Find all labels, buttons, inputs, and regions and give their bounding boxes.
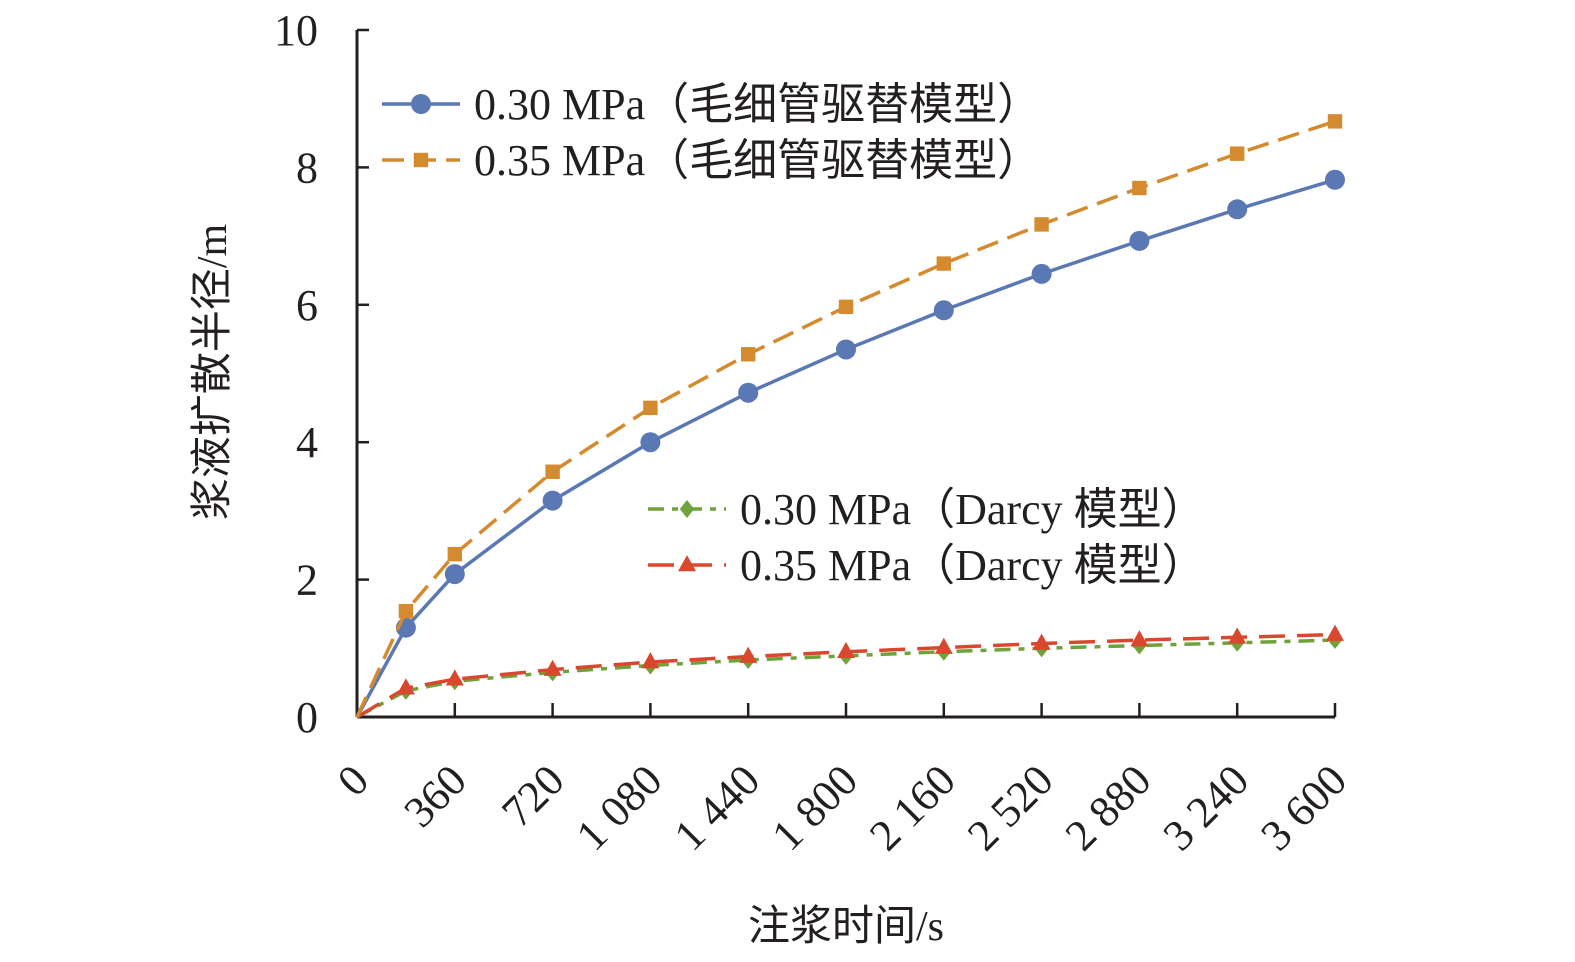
circle-marker — [444, 564, 465, 585]
triangle-marker — [1326, 624, 1344, 641]
triangle-marker — [739, 646, 758, 663]
y-axis-title: 浆液扩散半径/m — [190, 224, 236, 521]
x-tick-label: 720 — [492, 755, 573, 836]
y-tick-label: 8 — [296, 143, 318, 192]
x-tick-label: 0 — [328, 755, 378, 805]
square-marker — [741, 347, 756, 362]
x-tick-label: 360 — [395, 755, 476, 836]
circle-marker — [836, 339, 856, 360]
circle-marker — [738, 382, 759, 403]
circle-marker — [1227, 199, 1248, 220]
square-marker — [1230, 146, 1245, 161]
square-marker — [545, 464, 560, 479]
square-marker — [936, 256, 951, 271]
legend-label: 0.30 MPa（毛细管驱替模型） — [474, 80, 1041, 129]
y-tick-label: 4 — [296, 418, 318, 467]
series-1 — [355, 114, 1343, 718]
series-line — [355, 119, 1336, 718]
series-line — [356, 632, 1336, 719]
x-tick-label: 2 880 — [1056, 755, 1161, 860]
triangle-marker — [1228, 627, 1247, 644]
x-tick-label: 1 800 — [762, 755, 867, 860]
series-line — [356, 638, 1336, 719]
triangle-marker — [678, 555, 696, 572]
square-marker — [447, 546, 462, 562]
circle-marker — [411, 94, 431, 114]
circle-marker — [1325, 169, 1345, 190]
circle-marker — [542, 490, 563, 511]
legend-item: 0.30 MPa（毛细管驱替模型） — [382, 80, 1041, 129]
series-layer — [355, 114, 1345, 719]
triangle-marker — [641, 652, 660, 669]
x-axis-title: 注浆时间/s — [748, 903, 944, 950]
y-tick-label: 10 — [274, 6, 318, 55]
x-tick-label: 1 440 — [665, 755, 770, 860]
x-tick-label: 3 240 — [1154, 755, 1259, 860]
series-3 — [356, 624, 1344, 719]
square-marker — [1327, 114, 1343, 129]
x-tick-label: 2 520 — [958, 755, 1063, 860]
y-tick-label: 6 — [296, 281, 318, 330]
legend-label: 0.30 MPa（Darcy 模型） — [740, 485, 1206, 534]
x-tick-label: 1 080 — [567, 755, 672, 860]
circle-marker — [1031, 263, 1052, 284]
legend-label: 0.35 MPa（毛细管驱替模型） — [474, 136, 1041, 185]
triangle-marker — [1130, 630, 1149, 647]
triangle-marker — [1032, 633, 1051, 650]
legend-label: 0.35 MPa（Darcy 模型） — [740, 541, 1206, 590]
legend-item: 0.35 MPa（Darcy 模型） — [648, 541, 1206, 590]
diamond-marker — [679, 500, 695, 518]
square-marker — [838, 299, 854, 315]
legend-layer: 0.30 MPa（毛细管驱替模型） 0.35 MPa（毛细管驱替模型） 0.30 M… — [382, 80, 1206, 590]
x-tick-label: 2 160 — [860, 755, 965, 860]
square-marker — [643, 400, 658, 416]
circle-marker — [640, 432, 661, 453]
circle-marker — [933, 300, 954, 321]
triangle-marker — [543, 659, 562, 676]
x-tick-label: 3 600 — [1251, 755, 1356, 860]
square-marker — [413, 152, 429, 168]
square-marker — [1034, 217, 1049, 232]
legend-item: 0.35 MPa（毛细管驱替模型） — [382, 136, 1041, 185]
series-0 — [355, 169, 1345, 718]
triangle-marker — [396, 678, 415, 695]
legend-item: 0.30 MPa（Darcy 模型） — [648, 485, 1206, 534]
triangle-marker — [934, 637, 953, 654]
y-tick-label: 2 — [296, 556, 318, 605]
circle-marker — [1129, 230, 1150, 251]
series-line — [355, 178, 1336, 718]
triangle-marker — [445, 669, 464, 686]
triangle-marker — [837, 641, 855, 659]
square-marker — [1132, 180, 1147, 196]
square-marker — [398, 604, 414, 619]
y-tick-label: 0 — [296, 693, 318, 742]
